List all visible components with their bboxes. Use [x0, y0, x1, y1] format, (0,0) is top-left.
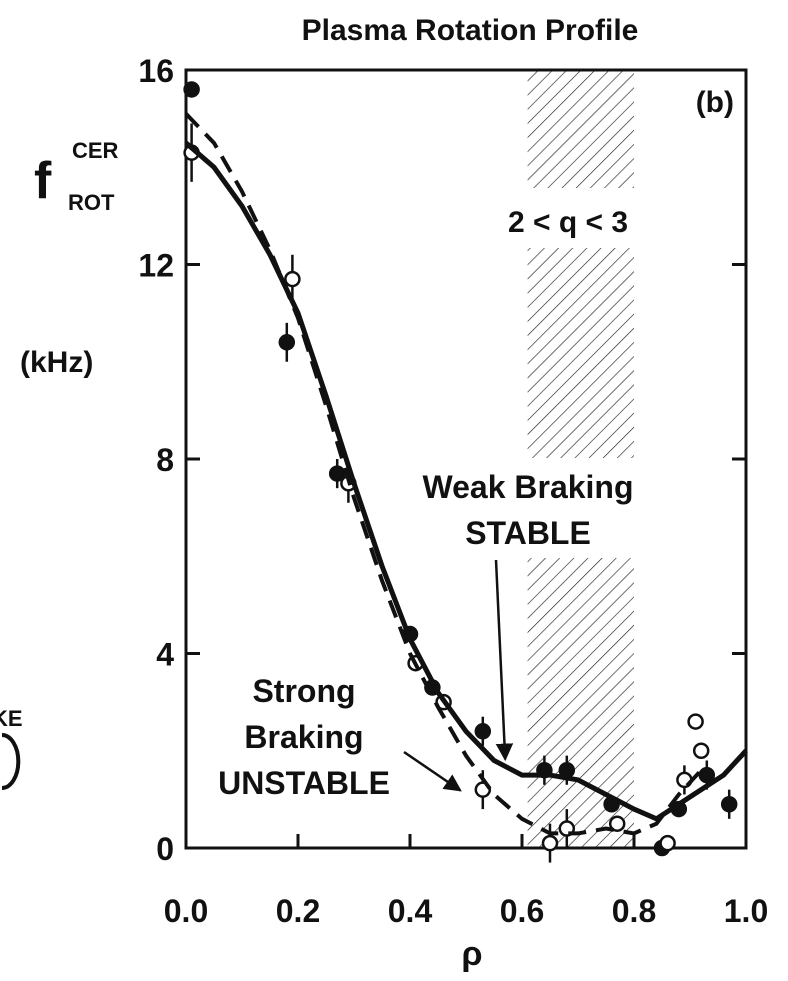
annotation-arrow [403, 750, 462, 792]
point-open [659, 834, 676, 852]
x-label: ρ [461, 935, 482, 973]
y-label-sup: CER [72, 138, 119, 163]
x-tick-label: 0.0 [164, 893, 208, 929]
annotation-text: Braking [244, 719, 363, 755]
annotation-text: Weak Braking [422, 469, 633, 505]
annotation-arrow [494, 559, 514, 762]
panel-label: (b) [696, 86, 734, 119]
point-open [284, 270, 301, 288]
point-filled [278, 334, 296, 351]
point-filled [720, 795, 738, 813]
annotation-text: Strong [252, 673, 355, 709]
x-tick-label: 0.2 [276, 893, 320, 929]
x-tick-label: 0.8 [612, 893, 656, 929]
point-open [608, 815, 626, 832]
y-tick-label: 12 [138, 248, 174, 284]
clipped-text: KE [0, 706, 23, 731]
point-open [692, 742, 710, 759]
chart-title: Plasma Rotation Profile [302, 14, 639, 47]
curve-dashed [184, 112, 703, 836]
point-filled [698, 766, 716, 784]
y-label-unit: (kHz) [20, 346, 93, 379]
x-tick-label: 1.0 [724, 893, 768, 929]
y-tick-label: 8 [156, 442, 174, 478]
clipped-shape [1, 733, 21, 790]
point-filled [183, 81, 200, 98]
annotation-text: UNSTABLE [218, 765, 390, 801]
point-open [541, 834, 559, 852]
y-label-main: f [34, 152, 52, 210]
point-open [687, 713, 704, 730]
x-tick-label: 0.6 [500, 893, 544, 929]
x-tick-label: 0.4 [388, 893, 433, 929]
y-tick-label: 0 [156, 831, 174, 867]
y-tick-label: 16 [138, 53, 174, 89]
annotation-text: STABLE [465, 515, 591, 551]
y-tick-label: 4 [156, 637, 174, 673]
point-filled [328, 465, 346, 482]
point-filled [474, 723, 492, 740]
annotation-bg [400, 458, 656, 558]
band-gap [525, 188, 636, 248]
y-label-sub: ROT [68, 190, 115, 215]
band-label: 2 < q < 3 [508, 206, 628, 239]
